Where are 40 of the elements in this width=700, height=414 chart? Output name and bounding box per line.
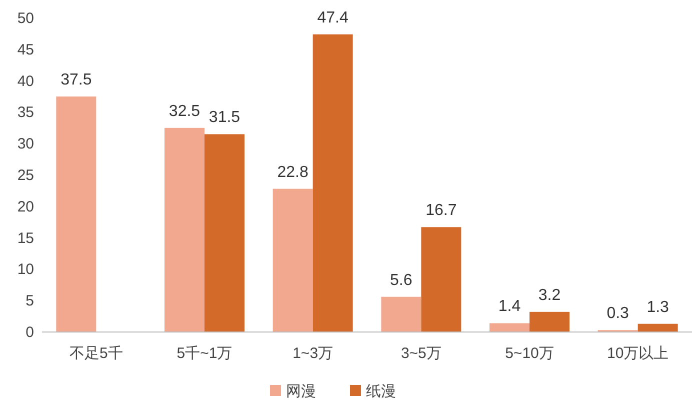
y-tick-label: 5 (26, 292, 34, 310)
y-tick-label: 40 (17, 72, 34, 90)
data-label: 37.5 (60, 72, 92, 88)
legend-label: 纸漫 (366, 383, 396, 400)
data-label: 1.3 (646, 298, 670, 316)
data-label: 47.4 (317, 9, 349, 26)
bar (56, 96, 96, 332)
y-tick-label: 20 (17, 198, 34, 216)
bar (638, 324, 678, 332)
data-label: 0.3 (606, 305, 630, 322)
bar (381, 296, 422, 332)
bar (530, 312, 570, 332)
data-label: 31.5 (208, 109, 240, 126)
x-tick-label: 5千~1万 (176, 345, 232, 362)
bar (204, 134, 244, 332)
bar (421, 227, 462, 332)
data-label: 22.8 (277, 164, 309, 181)
x-tick-label: 不足5千 (69, 345, 123, 362)
x-tick-label: 10万以上 (606, 345, 669, 362)
bar (272, 188, 313, 332)
legend-label: 网漫 (286, 383, 316, 400)
y-tick-label: 30 (17, 136, 34, 153)
y-tick-label: 50 (17, 10, 34, 27)
data-label: 16.7 (426, 202, 457, 220)
x-tick-label: 5~10万 (505, 345, 554, 362)
y-tick-label: 15 (17, 230, 34, 247)
y-tick-label: 10 (17, 261, 34, 278)
data-label: 3.2 (538, 286, 561, 304)
data-label: 5.6 (390, 272, 412, 289)
data-label: 32.5 (168, 102, 200, 120)
data-label: 1.4 (498, 298, 521, 316)
x-tick-label: 1~3万 (292, 345, 334, 362)
bar (490, 323, 530, 332)
x-tick-label: 3~5万 (400, 345, 442, 362)
y-tick-label: 0 (26, 324, 34, 341)
bar (164, 128, 204, 332)
y-tick-label: 35 (17, 104, 34, 122)
bar (312, 34, 353, 332)
y-tick-label: 45 (17, 41, 34, 58)
y-tick-label: 25 (17, 167, 34, 184)
